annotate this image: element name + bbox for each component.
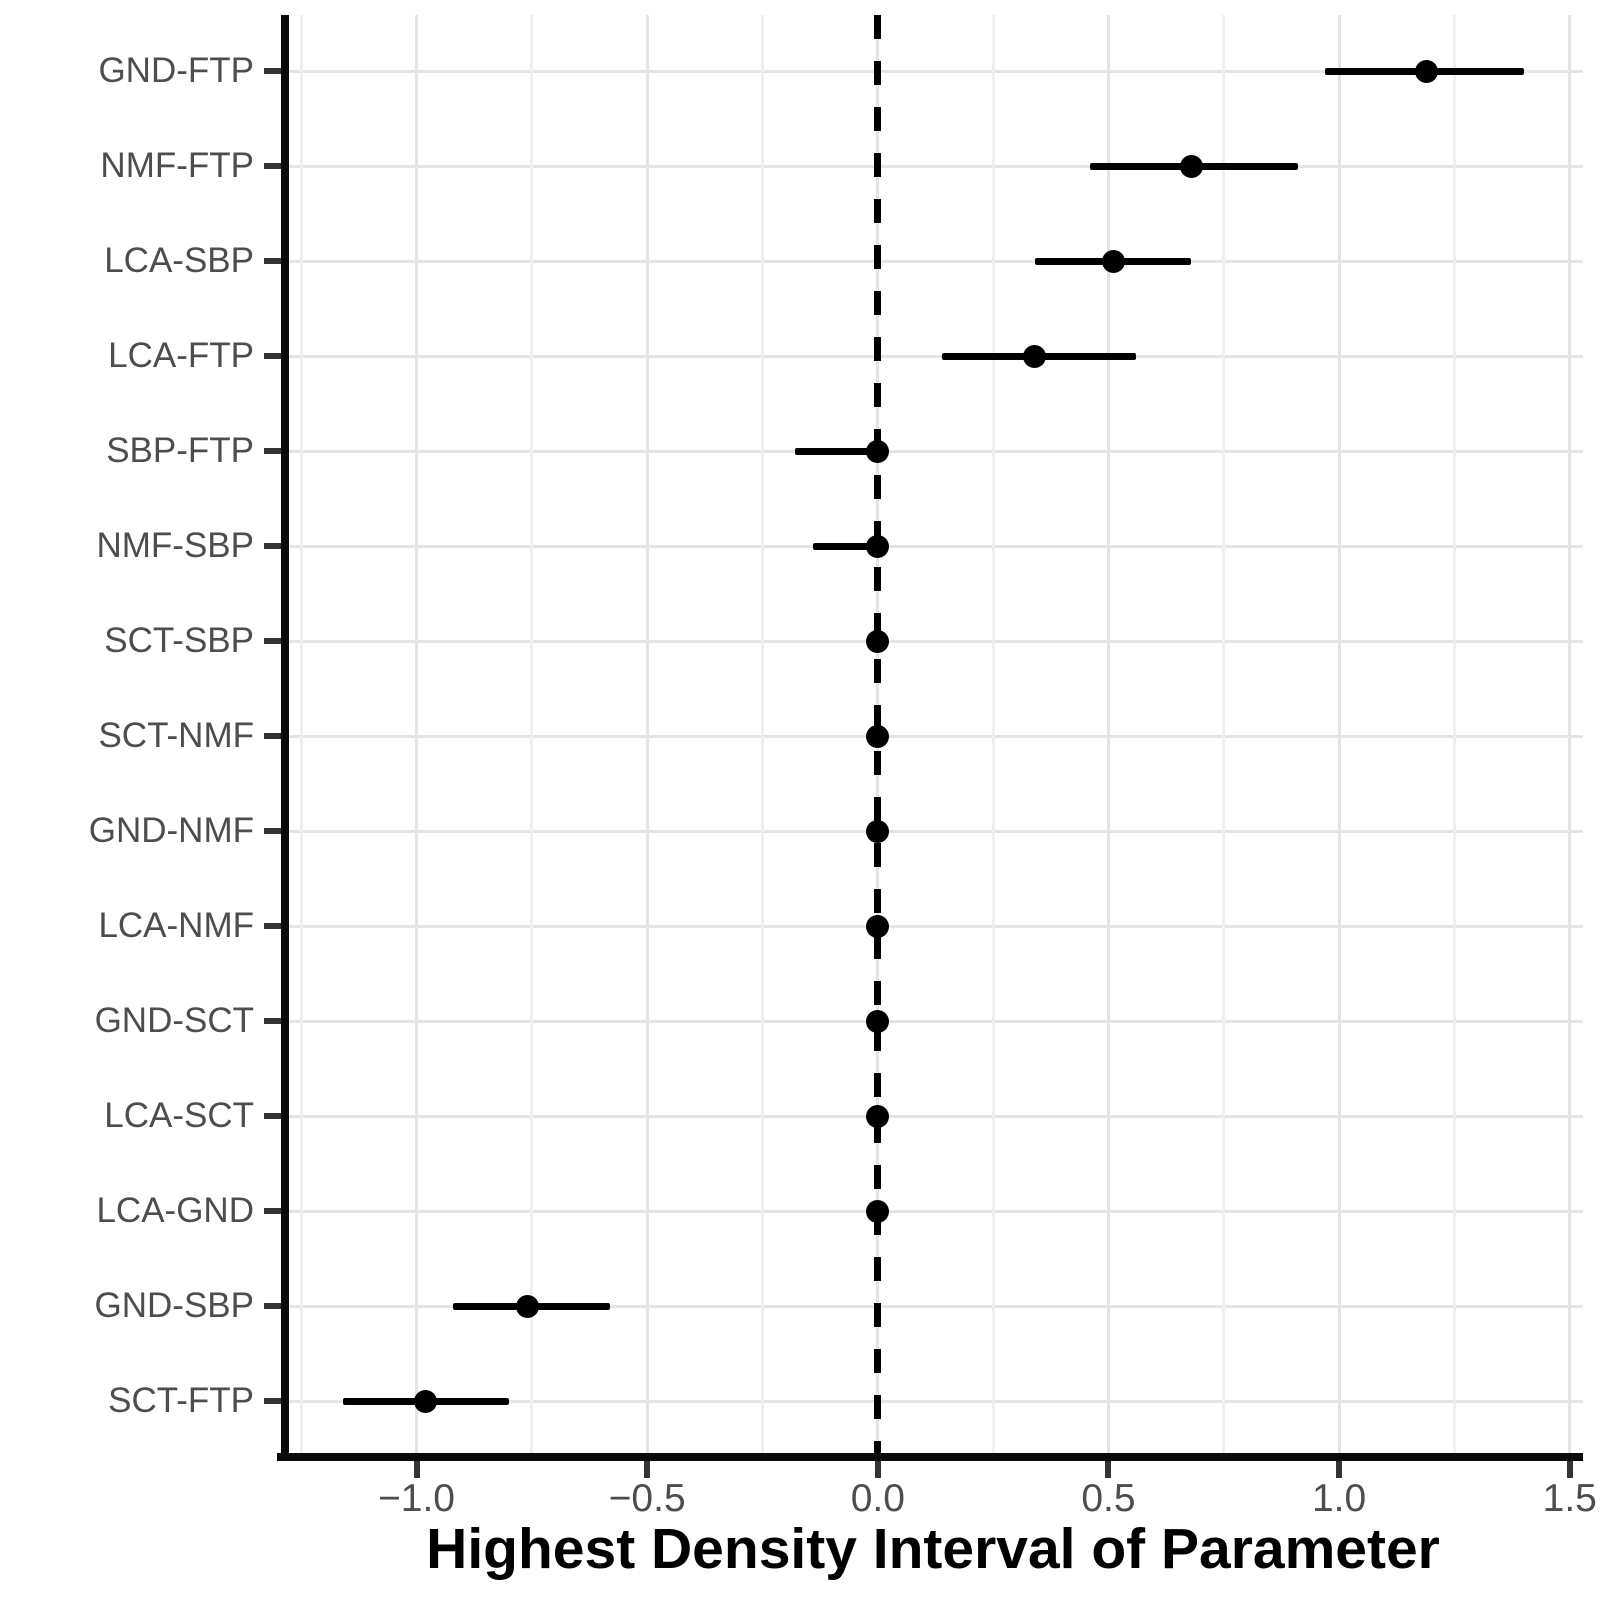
gridline-horizontal <box>289 449 1583 453</box>
y-axis-label: GND-SBP <box>94 1286 254 1325</box>
y-tick-mark <box>264 543 281 549</box>
gridline-horizontal <box>289 924 1583 928</box>
x-tick-label: −1.0 <box>378 1477 455 1520</box>
x-axis-title: Highest Density Interval of Parameter <box>426 1517 1440 1581</box>
gridline-horizontal <box>289 1304 1583 1308</box>
y-tick-mark <box>264 68 281 74</box>
y-tick-mark <box>264 448 281 454</box>
data-point <box>866 724 890 748</box>
x-tick-label: −0.5 <box>608 1477 686 1520</box>
gridline-horizontal <box>289 354 1583 358</box>
y-axis-label: GND-SCT <box>94 1001 254 1040</box>
y-tick-mark <box>264 638 281 644</box>
gridline-horizontal <box>289 1019 1583 1023</box>
gridline-horizontal <box>289 69 1583 73</box>
x-tick-mark <box>1566 1461 1573 1478</box>
gridline-vertical-minor <box>299 15 303 1453</box>
y-tick-mark <box>264 163 281 169</box>
data-point <box>866 1009 890 1033</box>
hdi-interval-line <box>813 542 883 550</box>
y-tick-mark <box>264 1113 281 1119</box>
data-point <box>1415 59 1439 83</box>
data-point <box>866 629 890 653</box>
data-point <box>1179 154 1203 178</box>
x-tick-mark <box>1105 1461 1112 1478</box>
hdi-interval-line <box>794 447 888 455</box>
data-point <box>1101 249 1125 273</box>
gridline-vertical-minor <box>530 15 534 1453</box>
data-point <box>1023 344 1047 368</box>
x-axis-line <box>277 1453 1583 1461</box>
gridline-vertical-major <box>1337 15 1341 1453</box>
x-tick-label: 0.0 <box>850 1477 905 1520</box>
gridline-vertical-major <box>415 15 418 1453</box>
y-tick-mark <box>264 1398 281 1404</box>
y-tick-mark <box>264 353 281 359</box>
y-axis-label: LCA-FTP <box>108 336 254 375</box>
y-tick-mark <box>264 1303 281 1309</box>
y-axis-label: LCA-GND <box>96 1191 254 1230</box>
gridline-vertical-minor <box>1452 15 1456 1453</box>
gridline-horizontal <box>289 259 1583 263</box>
gridline-horizontal <box>289 164 1583 168</box>
y-tick-mark <box>264 258 281 264</box>
gridline-horizontal <box>289 544 1583 548</box>
x-tick-label: 1.5 <box>1542 1477 1597 1520</box>
y-axis-label: NMF-FTP <box>100 146 254 185</box>
x-tick-mark <box>413 1461 420 1478</box>
gridline-vertical-minor <box>991 15 995 1453</box>
x-tick-label: 0.5 <box>1081 1477 1136 1520</box>
gridline-horizontal <box>289 1114 1583 1118</box>
y-tick-mark <box>264 733 281 739</box>
y-axis-line <box>281 15 289 1461</box>
data-point <box>515 1294 539 1318</box>
data-point <box>866 1199 890 1223</box>
gridline-horizontal <box>289 734 1583 738</box>
data-point <box>866 819 890 843</box>
y-axis-label: SCT-FTP <box>108 1381 254 1420</box>
gridline-horizontal <box>289 1209 1583 1213</box>
gridline-horizontal <box>289 1399 1583 1403</box>
gridline-vertical-major <box>645 15 649 1453</box>
y-axis-label: LCA-NMF <box>98 906 254 945</box>
gridline-vertical-minor <box>760 15 764 1453</box>
gridline-vertical-major <box>1106 15 1110 1453</box>
y-axis-label: SCT-NMF <box>98 716 254 755</box>
x-tick-label: 1.0 <box>1311 1477 1367 1520</box>
data-point <box>866 1104 890 1128</box>
y-axis-label: SCT-SBP <box>104 621 254 660</box>
x-tick-mark <box>1336 1461 1343 1478</box>
data-point <box>866 439 890 463</box>
y-axis-label: LCA-SBP <box>104 241 254 280</box>
x-tick-mark <box>644 1461 651 1478</box>
y-tick-mark <box>264 1208 281 1214</box>
gridline-vertical-minor <box>1222 15 1226 1453</box>
data-point <box>866 534 890 558</box>
y-axis-label: NMF-SBP <box>96 526 255 565</box>
x-tick-mark <box>874 1461 881 1478</box>
y-tick-mark <box>264 923 281 929</box>
y-axis-label: SBP-FTP <box>106 431 254 470</box>
y-tick-mark <box>264 1018 281 1024</box>
y-axis-label: GND-FTP <box>98 51 254 90</box>
data-point <box>414 1389 438 1413</box>
y-axis-label: LCA-SCT <box>104 1096 254 1135</box>
gridline-vertical-major <box>1568 15 1572 1453</box>
y-tick-mark <box>264 828 281 834</box>
data-point <box>866 914 890 938</box>
y-axis-label: GND-NMF <box>88 811 254 850</box>
gridline-horizontal <box>289 639 1583 643</box>
gridline-horizontal <box>289 829 1583 833</box>
